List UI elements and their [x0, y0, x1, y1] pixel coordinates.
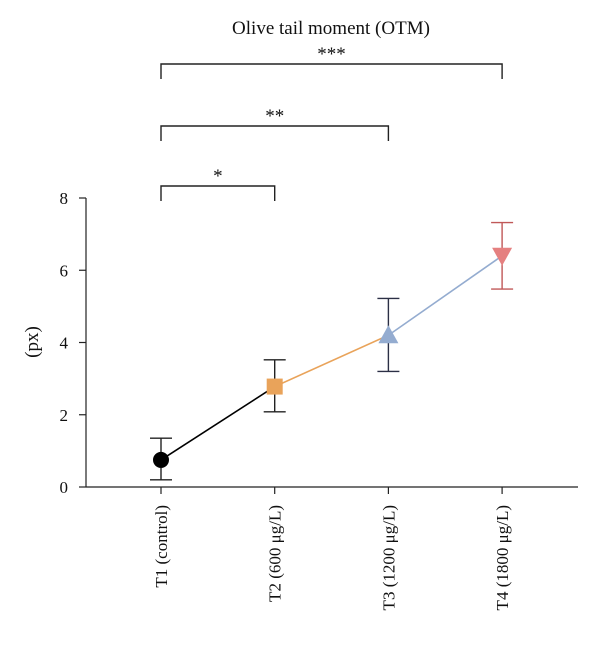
y-tick-label: 4	[60, 334, 69, 353]
axes: 0 2 4 6 8 T1 (control) T2 (600 μg/L) T3 (1200 μ…	[60, 189, 578, 610]
data-point	[492, 247, 513, 266]
significance-label: ***	[317, 44, 346, 65]
series-line-segment	[387, 255, 503, 336]
data-point	[153, 451, 169, 468]
y-tick-label: 2	[60, 406, 69, 425]
series-lines	[160, 255, 503, 461]
error-bars	[150, 221, 514, 481]
y-tick-label: 6	[60, 261, 69, 280]
significance-label: **	[265, 106, 284, 127]
y-tick-label: 8	[60, 189, 69, 208]
series-line-segment	[160, 385, 276, 461]
chart-title: Olive tail moment (OTM)	[232, 18, 430, 39]
significance-bracket	[160, 185, 276, 201]
y-axis-label: (px)	[22, 326, 43, 358]
x-tick-label: T4 (1800 μg/L)	[493, 505, 512, 610]
data-point	[378, 325, 399, 344]
series-line-segment	[274, 334, 389, 388]
significance-label: *	[213, 166, 223, 187]
significance-bracket	[160, 125, 390, 141]
x-tick-label: T1 (control)	[152, 505, 171, 588]
significance-bracket	[160, 63, 503, 79]
x-tick-label: T2 (600 μg/L)	[266, 505, 285, 602]
x-tick-label: T3 (1200 μg/L)	[379, 505, 398, 610]
significance-brackets: ******	[160, 44, 503, 201]
data-point	[266, 378, 283, 395]
data-markers	[153, 247, 513, 468]
y-tick-label: 0	[60, 478, 69, 497]
